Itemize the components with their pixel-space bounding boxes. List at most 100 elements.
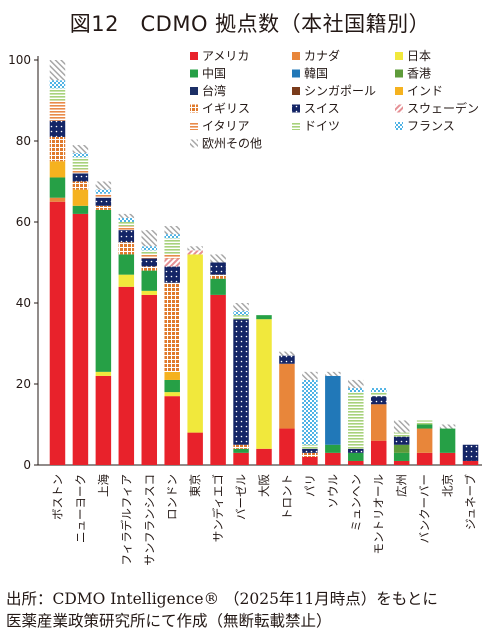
x-category-label: 北京 [441, 474, 455, 497]
legend-label: イタリア [202, 119, 250, 133]
legend-swatch [292, 69, 300, 78]
bar-segment-e38395e383a9e383b3e382b9 [141, 246, 158, 251]
author-note: 医薬産業政策研究所にて作成（無断転載禁止） [6, 612, 332, 630]
bar-segment-e6aca7e5b79ee3819de381aee4bb96 [210, 254, 226, 263]
bar-segment-e382b9e382a4e382b9 [233, 319, 249, 445]
bar-segment-e382a4e382aee383aae382b9 [233, 444, 249, 449]
bar-segment-e4b8ade59bbd [210, 278, 226, 295]
bar-segment-e38395e383a9e383b3e382b9 [302, 379, 318, 445]
bar-segment-e382a4e382aee383aae382b9 [118, 242, 135, 255]
bar-segment-e697a5e69cac [187, 254, 203, 433]
x-category-label: 上海 [96, 474, 110, 497]
bar-segment-e4b8ade59bbd [72, 205, 89, 214]
bar-segment-e697a5e69cac [95, 371, 112, 376]
bar-segment-e382a2e383a1e383aae382ab [348, 460, 364, 465]
bar-segment-e697a5e69cac [118, 274, 135, 287]
bar-stack-11 [302, 371, 318, 465]
bar-segment-e382a4e382aee383aae382b9 [164, 282, 180, 372]
bar-segment-e38395e383a9e383b3e382b9 [348, 388, 364, 393]
bar-stack-8 [233, 303, 249, 465]
bar-segment-e6aca7e5b79ee3819de381aee4bb96 [95, 181, 112, 190]
bar-segment-e382a4e383b3e38389 [49, 161, 66, 178]
x-category-label: ソウル [326, 474, 340, 509]
bar-segment-e38395e383a9e383b3e382b9 [72, 153, 89, 158]
bar-segment-e382a4e382bfe383aae382a2 [141, 254, 158, 259]
legend-swatch [292, 87, 300, 95]
bar-segment-e382b9e382a4e382b9 [370, 396, 387, 405]
bar-segment-e382b9e382a4e382b9 [393, 436, 410, 445]
bar-segment-e6aca7e5b79ee3819de381aee4bb96 [439, 424, 456, 429]
bar-segment-e382a4e383b3e38389 [72, 189, 89, 206]
bar-segment-e38395e383a9e383b3e382b9 [164, 234, 180, 239]
bar-segment-e382abe3838ae38380 [370, 404, 387, 441]
legend-swatch [395, 122, 403, 130]
bar-segment-e99f93e59bbd [325, 375, 341, 445]
bar-segment-e6aca7e5b79ee3819de381aee4bb96 [72, 145, 89, 154]
bar-segment-e382b9e382a6e382a7e383bce38387e383b3 [187, 250, 203, 255]
bar-segment-e382a2e383a1e383aae382ab [462, 460, 479, 465]
legend-label: 日本 [407, 49, 431, 63]
bar-stack-10 [279, 351, 295, 465]
bar-segment-e38389e382a4e38384 [348, 392, 364, 449]
legend-item: インド [395, 84, 443, 98]
bar-segment-e4b8ade59bbd [325, 444, 341, 453]
bar-segment-e4b8ade59bbd [118, 254, 135, 275]
x-category-label: サンディエゴ [211, 474, 225, 542]
bar-segment-e382b9e382a4e382b9 [118, 230, 135, 243]
bar-segment-e38389e382a4e38384 [118, 222, 135, 227]
bar-segment-e4b8ade59bbd [348, 452, 364, 461]
bar-segment-e382a2e383a1e383aae382ab [416, 452, 433, 465]
bar-segment-e382a2e383a1e383aae382ab [302, 456, 318, 465]
bar-stack-5 [164, 226, 180, 465]
bar-segment-e382a4e382bfe383aae382a2 [72, 169, 89, 174]
legend-label: スイス [304, 102, 340, 116]
bar-segment-e382a2e383a1e383aae382ab [370, 440, 387, 465]
bar-segment-e4b8ade59bbd [164, 379, 180, 393]
bar-segment-e38395e383a9e383b3e382b9 [370, 388, 387, 393]
bar-segment-e382a4e382bfe383aae382a2 [49, 100, 66, 121]
bar-stack-3 [118, 213, 135, 465]
legend-item: カナダ [292, 48, 340, 63]
bar-stack-2 [95, 181, 112, 465]
bar-segment-e6aca7e5b79ee3819de381aee4bb96 [164, 226, 180, 235]
bar-segment-e382b9e382a4e382b9 [302, 448, 318, 453]
x-category-label: トロント [280, 474, 294, 520]
bar-stack-17 [439, 424, 456, 465]
legend-swatch [292, 122, 300, 130]
legend-item: 韓国 [292, 67, 328, 81]
bar-segment-e382b9e382a4e382b9 [462, 444, 479, 461]
x-category-label: 大阪 [257, 474, 271, 497]
y-tick-label: 20 [16, 377, 31, 391]
bar-segment-e38389e382a4e38384 [164, 238, 180, 255]
bar-segment-e382a2e383a1e383aae382ab [118, 286, 135, 465]
bar-segment-e38395e383a9e383b3e382b9 [95, 189, 112, 194]
bar-segment-e382a2e383a1e383aae382ab [233, 452, 249, 465]
legend-swatch [395, 87, 403, 95]
bar-segment-e38395e383a9e383b3e382b9 [49, 80, 66, 89]
y-tick-label: 80 [16, 134, 31, 148]
bar-segment-e382a4e382aee383aae382b9 [141, 266, 158, 271]
x-category-label: バンクーバー [418, 474, 432, 543]
bar-segment-e38389e382a4e38384 [370, 392, 387, 397]
legend-item: スウェーデン [395, 101, 479, 116]
bar-segment-e6aca7e5b79ee3819de381aee4bb96 [141, 230, 158, 247]
legend-item: スイス [292, 102, 340, 116]
bar-segment-e38389e382a4e38384 [393, 432, 410, 437]
legend-label: アメリカ [202, 49, 249, 63]
bar-segment-e9a699e6b8af [393, 444, 410, 453]
bar-stack-18 [462, 444, 479, 465]
bar-segment-e382a4e382aee383aae382b9 [210, 274, 226, 279]
bar-stack-14 [370, 388, 387, 465]
source-note: 出所：CDMO Intelligence® （2025年11月時点）をもとに [6, 590, 438, 608]
legend-label: 欧州その他 [202, 137, 262, 151]
bar-segment-e382a4e382aee383aae382b9 [302, 452, 318, 457]
legend-swatch [190, 87, 198, 95]
x-category-label: 東京 [188, 474, 202, 497]
bar-stack-9 [256, 315, 272, 465]
bar-segment-e382a4e382bfe383aae382a2 [164, 254, 180, 259]
bar-segment-e382a2e383a1e383aae382ab [49, 201, 66, 465]
legend-label: スウェーデン [407, 101, 479, 116]
legend-swatch [395, 69, 403, 78]
bar-segment-e382a2e383a1e383aae382ab [164, 396, 180, 465]
